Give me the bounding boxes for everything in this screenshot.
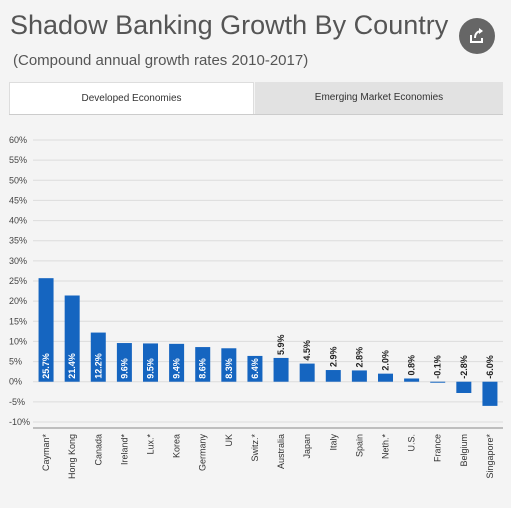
- bar: [64, 295, 80, 382]
- bar: [351, 370, 367, 382]
- bar: [143, 343, 158, 382]
- data-label: 2.8%: [354, 347, 364, 368]
- x-tick-label: Italy: [328, 434, 338, 451]
- y-tick-label: 20%: [9, 296, 27, 306]
- data-label: -2.8%: [459, 355, 469, 379]
- x-tick-label: U.S.: [407, 434, 417, 452]
- x-tick-label: Korea: [172, 434, 182, 458]
- y-tick-label: 0%: [9, 377, 22, 387]
- data-label: 0.8%: [407, 355, 417, 376]
- bar: [404, 378, 420, 382]
- bar: [169, 343, 185, 382]
- y-tick-label: 25%: [9, 276, 27, 286]
- data-label: 6.4%: [250, 358, 260, 379]
- bar: [430, 381, 446, 383]
- data-label: 5.9%: [276, 334, 286, 355]
- y-tick-label: 40%: [9, 216, 27, 226]
- bar: [325, 370, 341, 382]
- bar: [247, 355, 263, 382]
- y-tick-label: 60%: [9, 135, 27, 145]
- data-label: 8.3%: [224, 358, 234, 379]
- economy-tabs: Developed Economies Emerging Market Econ…: [9, 82, 503, 115]
- page-title: Shadow Banking Growth By Country: [10, 10, 449, 40]
- share-button[interactable]: [459, 18, 495, 54]
- x-tick-label: Japan: [302, 434, 312, 459]
- bar: [116, 343, 132, 382]
- y-tick-label: -5%: [9, 397, 25, 407]
- x-tick-label: Australia: [276, 434, 286, 469]
- bar: [195, 347, 211, 382]
- data-label: 9.5%: [146, 358, 156, 379]
- bar: [273, 357, 289, 382]
- tab-developed-economies[interactable]: Developed Economies: [9, 82, 254, 114]
- share-icon: [470, 28, 483, 43]
- x-tick-label: Hong Kong: [67, 434, 77, 479]
- bar: [482, 381, 498, 406]
- y-tick-label: 5%: [9, 357, 22, 367]
- y-tick-label: 30%: [9, 256, 27, 266]
- y-tick-label: 35%: [9, 236, 27, 246]
- data-label: 8.6%: [198, 358, 208, 379]
- x-tick-label: Canada: [93, 434, 103, 466]
- x-tick-label: Ireland*: [119, 434, 129, 466]
- bar: [456, 381, 472, 393]
- x-tick-label: Cayman*: [41, 434, 51, 472]
- data-label: 2.0%: [381, 350, 391, 371]
- data-label: 2.9%: [328, 347, 338, 368]
- y-tick-label: 45%: [9, 195, 27, 205]
- y-tick-label: 55%: [9, 155, 27, 165]
- bar: [299, 363, 315, 382]
- y-tick-label: -10%: [9, 417, 30, 427]
- bar-chart: 60% 55% 50% 45% 40% 35% 30% 25% 20% 15% 10% 5% 0% -5%…: [9, 135, 503, 479]
- x-tick-label: Neth.*: [381, 434, 391, 460]
- x-tick-label: UK: [224, 434, 234, 447]
- x-tick-label: Germany: [198, 434, 208, 472]
- y-tick-label: 50%: [9, 175, 27, 185]
- tab-emerging-market-economies[interactable]: Emerging Market Economies: [255, 82, 503, 114]
- x-tick-label: Lux.*: [146, 434, 156, 455]
- bar: [378, 373, 393, 382]
- page-subtitle: (Compound annual growth rates 2010-2017): [13, 52, 309, 69]
- bar: [38, 278, 54, 382]
- bar: [90, 332, 106, 382]
- bar: [221, 348, 237, 382]
- data-label: 9.4%: [172, 358, 182, 379]
- data-label: 4.5%: [302, 340, 312, 361]
- data-label: 21.4%: [67, 353, 77, 379]
- x-tick-label: Switz.*: [250, 434, 260, 462]
- data-label: 25.7%: [41, 353, 51, 379]
- y-tick-label: 10%: [9, 336, 27, 346]
- data-label: -0.1%: [433, 355, 443, 379]
- data-label: 9.6%: [119, 358, 129, 379]
- y-tick-label: 15%: [9, 316, 27, 326]
- x-tick-label: Spain: [354, 434, 364, 457]
- data-label: -6.0%: [485, 355, 495, 379]
- x-tick-label: France: [433, 434, 443, 462]
- x-tick-label: Belgium: [459, 434, 469, 467]
- data-label: 12.2%: [93, 353, 103, 379]
- x-tick-label: Singapore*: [485, 434, 495, 479]
